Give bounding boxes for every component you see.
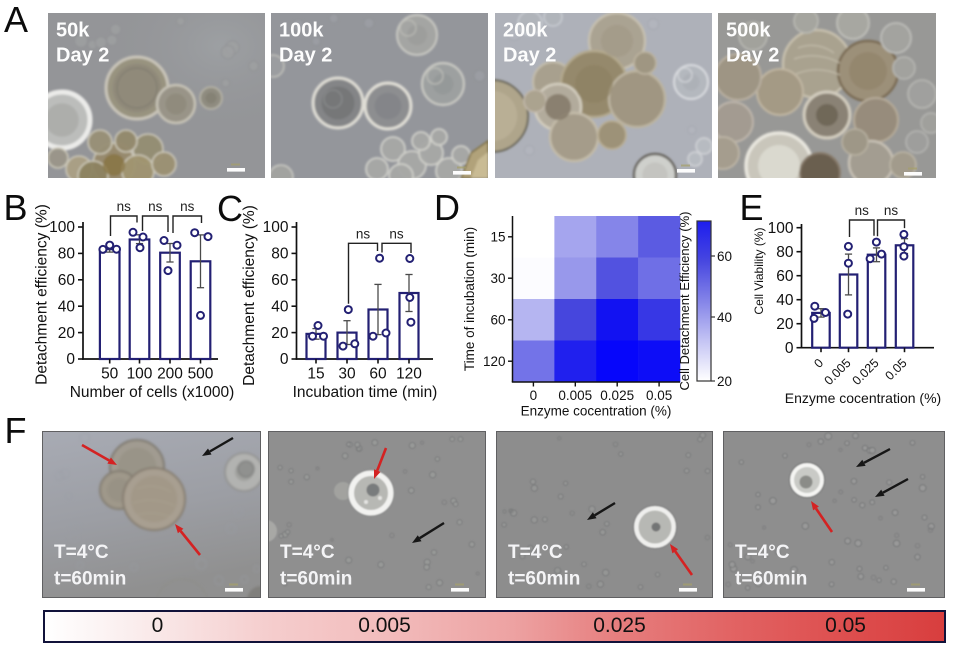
svg-text:100: 100 (127, 366, 153, 383)
svg-text:Time of incubation (min): Time of incubation (min) (462, 227, 477, 371)
svg-text:60: 60 (369, 366, 387, 383)
svg-text:100k: 100k (279, 20, 324, 42)
svg-text:ns: ns (855, 203, 870, 218)
svg-text:Day 2: Day 2 (56, 45, 109, 67)
svg-text:0.025: 0.025 (600, 388, 634, 403)
svg-text:Number of cells (x1000): Number of cells (x1000) (70, 384, 235, 401)
svg-text:100: 100 (263, 219, 289, 236)
svg-text:ns: ns (180, 199, 195, 214)
svg-text:20: 20 (776, 316, 794, 333)
svg-text:0.05: 0.05 (883, 356, 910, 383)
svg-text:40: 40 (717, 310, 732, 325)
svg-text:Enzyme cocentration (%): Enzyme cocentration (%) (521, 404, 672, 419)
svg-text:60: 60 (271, 272, 289, 289)
svg-text:0: 0 (785, 340, 794, 357)
svg-text:Cell Detachment Efficiency (%): Cell Detachment Efficiency (%) (677, 212, 692, 391)
svg-text:120: 120 (483, 354, 506, 369)
svg-text:Day 2: Day 2 (726, 45, 779, 67)
svg-text:t=60min: t=60min (508, 569, 580, 590)
svg-text:200k: 200k (503, 20, 548, 42)
svg-text:ns: ns (356, 226, 371, 241)
svg-text:T=4°C: T=4°C (735, 542, 790, 563)
svg-text:40: 40 (271, 298, 289, 315)
svg-text:15: 15 (490, 230, 505, 245)
svg-text:20: 20 (58, 325, 76, 342)
svg-text:80: 80 (776, 244, 794, 261)
svg-text:500: 500 (188, 366, 214, 383)
svg-text:ns: ns (389, 226, 404, 241)
svg-text:500k: 500k (726, 20, 771, 42)
svg-text:0.025: 0.025 (850, 356, 882, 388)
svg-text:60: 60 (58, 272, 76, 289)
svg-text:Cell Viability (%): Cell Viability (%) (752, 227, 766, 314)
svg-text:50k: 50k (56, 20, 90, 42)
svg-text:20: 20 (271, 325, 289, 342)
svg-text:50: 50 (101, 366, 119, 383)
svg-text:T=4°C: T=4°C (54, 542, 109, 563)
svg-text:Enzyme cocentration (%): Enzyme cocentration (%) (785, 390, 941, 406)
svg-text:15: 15 (307, 366, 324, 383)
svg-text:0: 0 (66, 351, 75, 368)
svg-text:Detachment efficiency (%): Detachment efficiency (%) (34, 204, 51, 385)
svg-text:30: 30 (338, 366, 356, 383)
svg-text:200: 200 (157, 366, 183, 383)
svg-text:Incubation time (min): Incubation time (min) (293, 384, 438, 401)
svg-text:ns: ns (148, 199, 163, 214)
svg-text:Day 2: Day 2 (279, 45, 332, 67)
svg-text:T=4°C: T=4°C (280, 542, 335, 563)
svg-text:80: 80 (271, 246, 289, 263)
svg-text:100: 100 (768, 220, 794, 237)
svg-text:0: 0 (530, 388, 538, 403)
svg-text:100: 100 (49, 219, 75, 236)
svg-text:40: 40 (776, 292, 794, 309)
svg-text:0: 0 (280, 351, 289, 368)
svg-text:0: 0 (811, 356, 826, 371)
svg-text:60: 60 (776, 268, 794, 285)
svg-text:0.005: 0.005 (822, 356, 854, 388)
svg-text:Day 2: Day 2 (503, 45, 556, 67)
svg-text:t=60min: t=60min (735, 569, 807, 590)
svg-text:t=60min: t=60min (280, 569, 352, 590)
svg-text:120: 120 (396, 366, 422, 383)
svg-text:60: 60 (717, 249, 732, 264)
svg-text:0.005: 0.005 (558, 388, 592, 403)
svg-text:60: 60 (490, 313, 505, 328)
svg-text:80: 80 (58, 246, 76, 263)
svg-text:30: 30 (490, 271, 505, 286)
svg-text:T=4°C: T=4°C (508, 542, 563, 563)
svg-text:ns: ns (884, 203, 899, 218)
svg-text:t=60min: t=60min (54, 569, 126, 590)
svg-text:20: 20 (717, 374, 732, 389)
svg-text:Detachment efficiency (%): Detachment efficiency (%) (241, 205, 258, 386)
svg-text:ns: ns (117, 199, 132, 214)
svg-text:40: 40 (58, 298, 76, 315)
svg-text:0.05: 0.05 (646, 388, 672, 403)
